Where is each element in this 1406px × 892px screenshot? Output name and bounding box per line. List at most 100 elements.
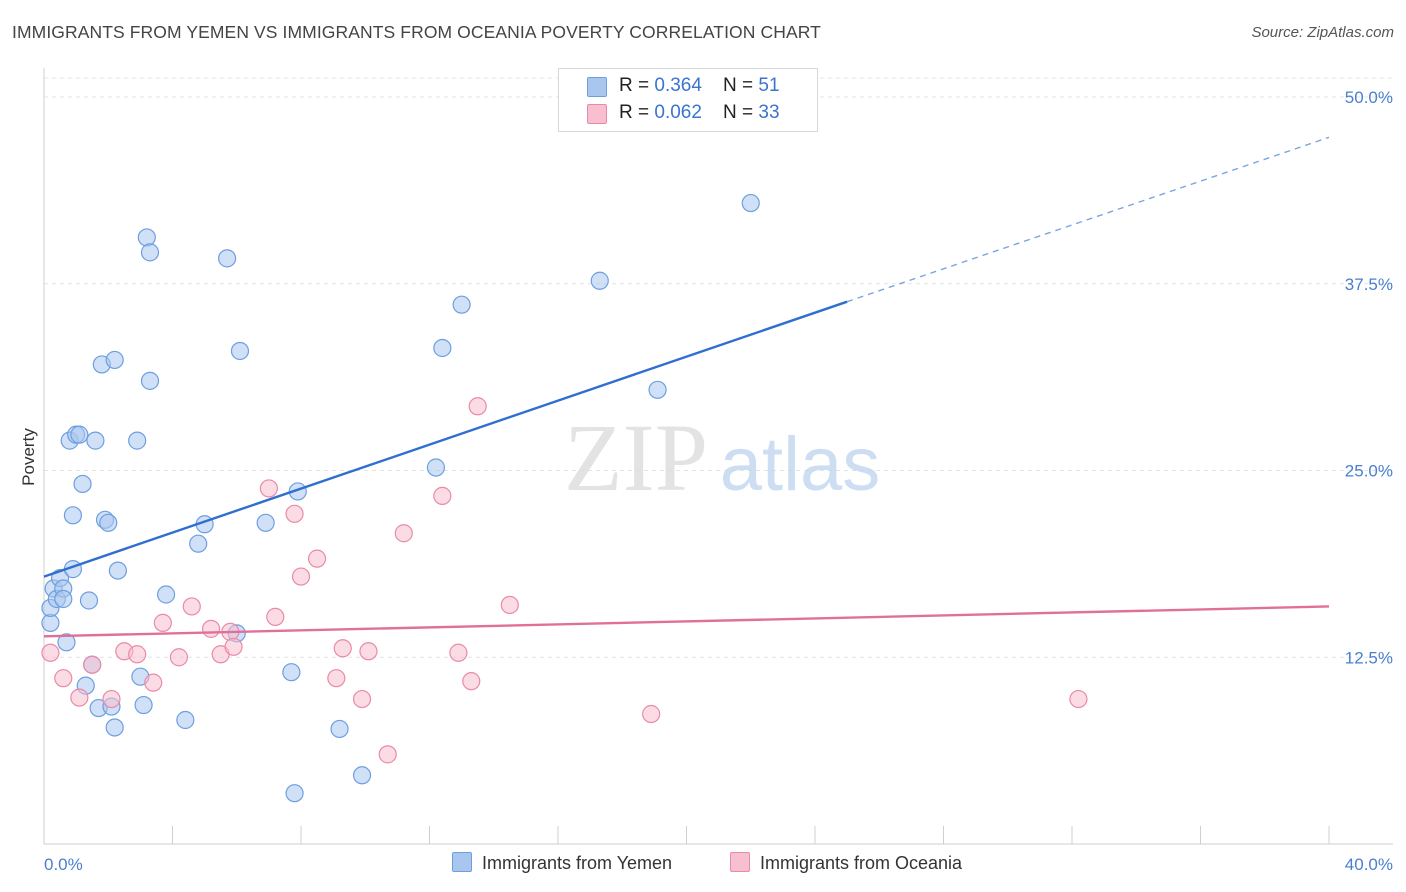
point-yemen	[105, 350, 124, 370]
point-yemen	[134, 695, 153, 715]
data-points	[41, 193, 1088, 803]
point-oceania	[169, 648, 189, 667]
stats-legend: R = 0.364 N = 51 R = 0.062 N = 33	[558, 68, 818, 132]
point-yemen	[433, 338, 452, 358]
point-yemen	[590, 271, 609, 290]
x-tick-label-max: 40.0%	[1345, 855, 1393, 874]
legend-n-value: 51	[758, 75, 780, 96]
legend-n-label: N =	[723, 75, 759, 96]
point-oceania	[102, 689, 121, 709]
point-yemen	[256, 513, 275, 532]
point-yemen	[105, 718, 124, 737]
point-yemen	[137, 228, 156, 247]
point-yemen	[140, 243, 160, 262]
point-oceania	[1069, 689, 1088, 709]
series-label-yemen: Immigrants from Yemen	[482, 853, 673, 873]
y-axis-label: Poverty	[19, 428, 38, 486]
point-oceania	[378, 745, 397, 764]
point-oceania	[144, 673, 163, 692]
point-yemen	[426, 458, 446, 477]
point-yemen	[189, 534, 208, 553]
trend-lines	[43, 136, 1330, 638]
legend-r-label: R =	[619, 75, 655, 96]
source-credit: Source: ZipAtlas.com	[1251, 24, 1394, 41]
chart-title: IMMIGRANTS FROM YEMEN VS IMMIGRANTS FROM…	[12, 22, 821, 42]
point-oceania	[201, 619, 221, 638]
y-tick-label: 25.0%	[1345, 462, 1393, 481]
point-yemen	[108, 561, 127, 580]
point-yemen	[86, 431, 105, 450]
trend-line-oceania	[43, 605, 1330, 638]
point-oceania	[352, 689, 372, 709]
y-tick-label: 50.0%	[1345, 88, 1393, 107]
point-oceania	[83, 655, 102, 674]
point-oceania	[54, 669, 73, 688]
axes	[43, 68, 1393, 845]
point-oceania	[468, 397, 487, 416]
point-yemen	[285, 784, 304, 803]
point-yemen	[57, 633, 76, 652]
watermark: ZIP atlas	[564, 404, 880, 511]
point-oceania	[333, 639, 352, 658]
point-yemen	[140, 371, 160, 390]
point-oceania	[500, 595, 519, 615]
point-oceania	[394, 524, 413, 543]
point-yemen	[70, 425, 89, 444]
point-yemen	[330, 719, 349, 739]
point-yemen	[452, 295, 471, 314]
point-yemen	[79, 591, 99, 610]
point-yemen	[73, 474, 92, 494]
legend-r-value: 0.062	[654, 102, 702, 123]
legend-swatch-oceania	[587, 104, 607, 124]
point-yemen	[741, 193, 760, 213]
point-yemen	[352, 766, 372, 785]
point-oceania	[224, 637, 243, 656]
y-tick-labels: 12.5% 25.0% 37.5% 50.0%	[1345, 88, 1393, 667]
series-swatch-yemen	[452, 852, 472, 872]
legend-r-value: 0.364	[654, 75, 702, 96]
point-oceania	[449, 643, 468, 662]
point-oceania	[307, 549, 327, 568]
y-tick-label: 12.5%	[1345, 648, 1393, 667]
point-oceania	[285, 504, 304, 523]
point-oceania	[359, 642, 378, 661]
watermark-zip: ZIP	[564, 404, 708, 511]
point-yemen	[218, 249, 237, 268]
point-yemen	[128, 431, 147, 450]
point-yemen	[282, 663, 301, 682]
series-legend-yemen: Immigrants from Yemen	[452, 852, 672, 874]
point-oceania	[642, 704, 661, 724]
legend-swatch-yemen	[587, 77, 607, 97]
point-yemen	[63, 506, 83, 525]
point-oceania	[182, 597, 201, 616]
legend-n-label: N =	[723, 102, 759, 123]
watermark-atlas: atlas	[720, 422, 881, 507]
point-oceania	[259, 479, 278, 498]
point-yemen	[54, 589, 73, 609]
y-tick-label: 37.5%	[1345, 275, 1393, 294]
point-oceania	[153, 613, 172, 632]
point-oceania	[327, 669, 346, 688]
point-yemen	[648, 380, 667, 399]
legend-r-label: R =	[619, 102, 655, 123]
point-yemen	[230, 341, 250, 361]
point-oceania	[433, 486, 452, 505]
point-oceania	[462, 672, 481, 691]
trend-line-yemen-extension	[846, 136, 1330, 303]
point-oceania	[128, 645, 147, 664]
series-legend-oceania: Immigrants from Oceania	[730, 852, 962, 874]
legend-n-value: 33	[758, 102, 780, 123]
point-oceania	[291, 567, 311, 586]
point-yemen	[156, 585, 176, 604]
series-swatch-oceania	[730, 852, 750, 872]
x-tick-label-min: 0.0%	[44, 855, 83, 874]
trend-line-yemen	[43, 300, 848, 578]
series-label-oceania: Immigrants from Oceania	[760, 853, 963, 873]
point-oceania	[266, 607, 285, 627]
point-yemen	[176, 710, 195, 730]
grid-lines	[44, 77, 1393, 658]
point-oceania	[41, 643, 60, 662]
point-oceania	[70, 688, 89, 707]
point-yemen	[99, 513, 118, 532]
